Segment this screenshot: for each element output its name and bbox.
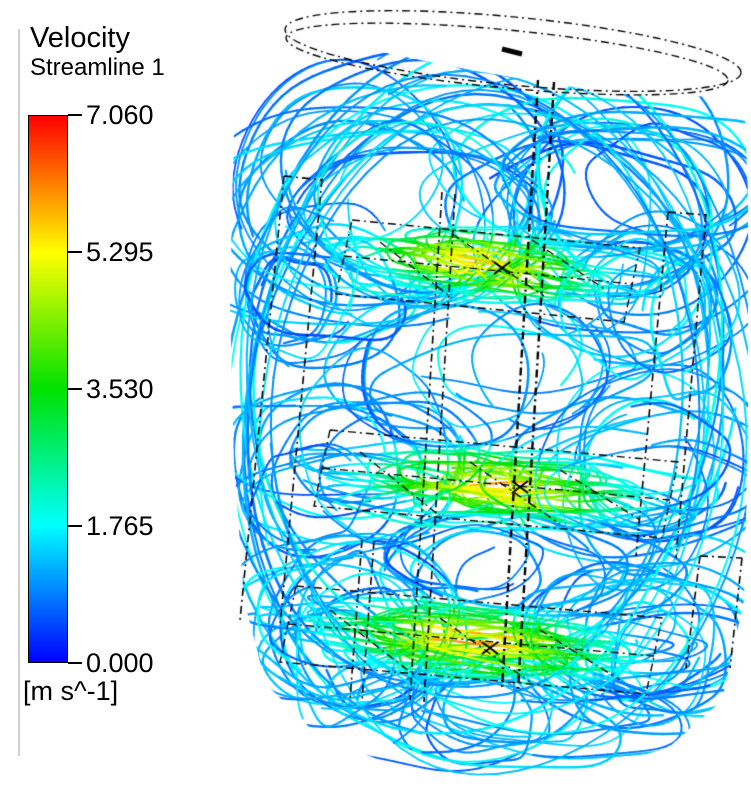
colorbar-tick-label: 3.530 xyxy=(86,374,154,404)
colorbar xyxy=(28,115,68,663)
legend-title: Velocity xyxy=(30,22,130,54)
legend-unit: [m s^-1] xyxy=(23,676,119,706)
colorbar-tick-label: 1.765 xyxy=(86,511,154,541)
colorbar-tick-label: 7.060 xyxy=(86,100,154,130)
legend-subtitle: Streamline 1 xyxy=(30,54,165,81)
velocity-legend: Velocity Streamline 1 7.060 5.295 3.530 1.7… xyxy=(0,0,230,800)
viewport-border xyxy=(18,29,20,756)
colorbar-tick-mark xyxy=(68,114,82,116)
colorbar-tick-label: 5.295 xyxy=(86,237,154,267)
colorbar-tick-mark xyxy=(68,525,82,527)
colorbar-tick-label: 0.000 xyxy=(86,648,154,678)
colorbar-tick-mark xyxy=(68,251,82,253)
colorbar-tick-mark xyxy=(68,388,82,390)
colorbar-tick-mark xyxy=(68,662,82,664)
